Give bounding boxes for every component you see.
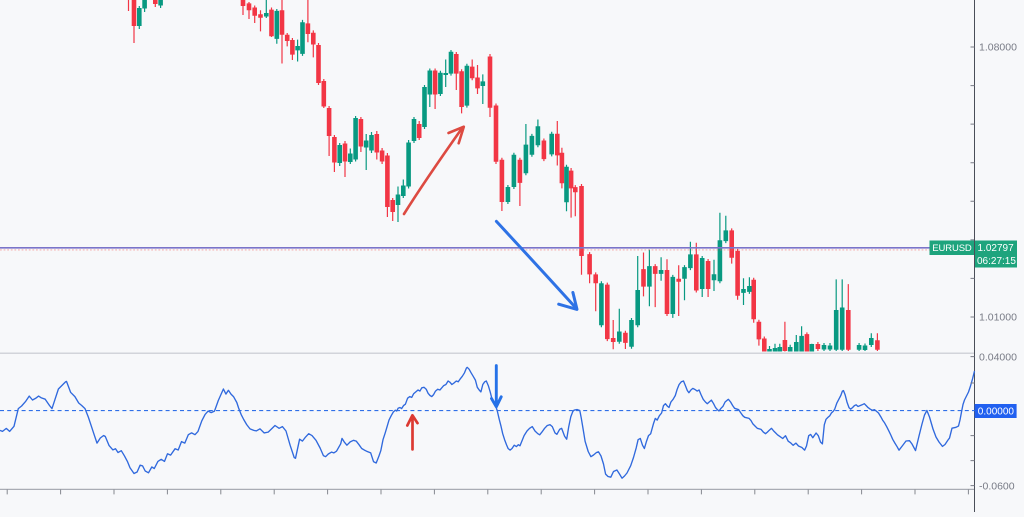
svg-text:1.08000: 1.08000 [979, 42, 1017, 54]
svg-text:1.01000: 1.01000 [979, 312, 1017, 324]
svg-text:-0.0600: -0.0600 [979, 480, 1015, 492]
svg-text:EURUSD: EURUSD [932, 243, 972, 254]
svg-text:0.00000: 0.00000 [978, 407, 1015, 418]
svg-text:0.04000: 0.04000 [979, 351, 1017, 363]
svg-text:1.02797: 1.02797 [978, 243, 1015, 254]
svg-text:06:27:15: 06:27:15 [977, 256, 1016, 267]
